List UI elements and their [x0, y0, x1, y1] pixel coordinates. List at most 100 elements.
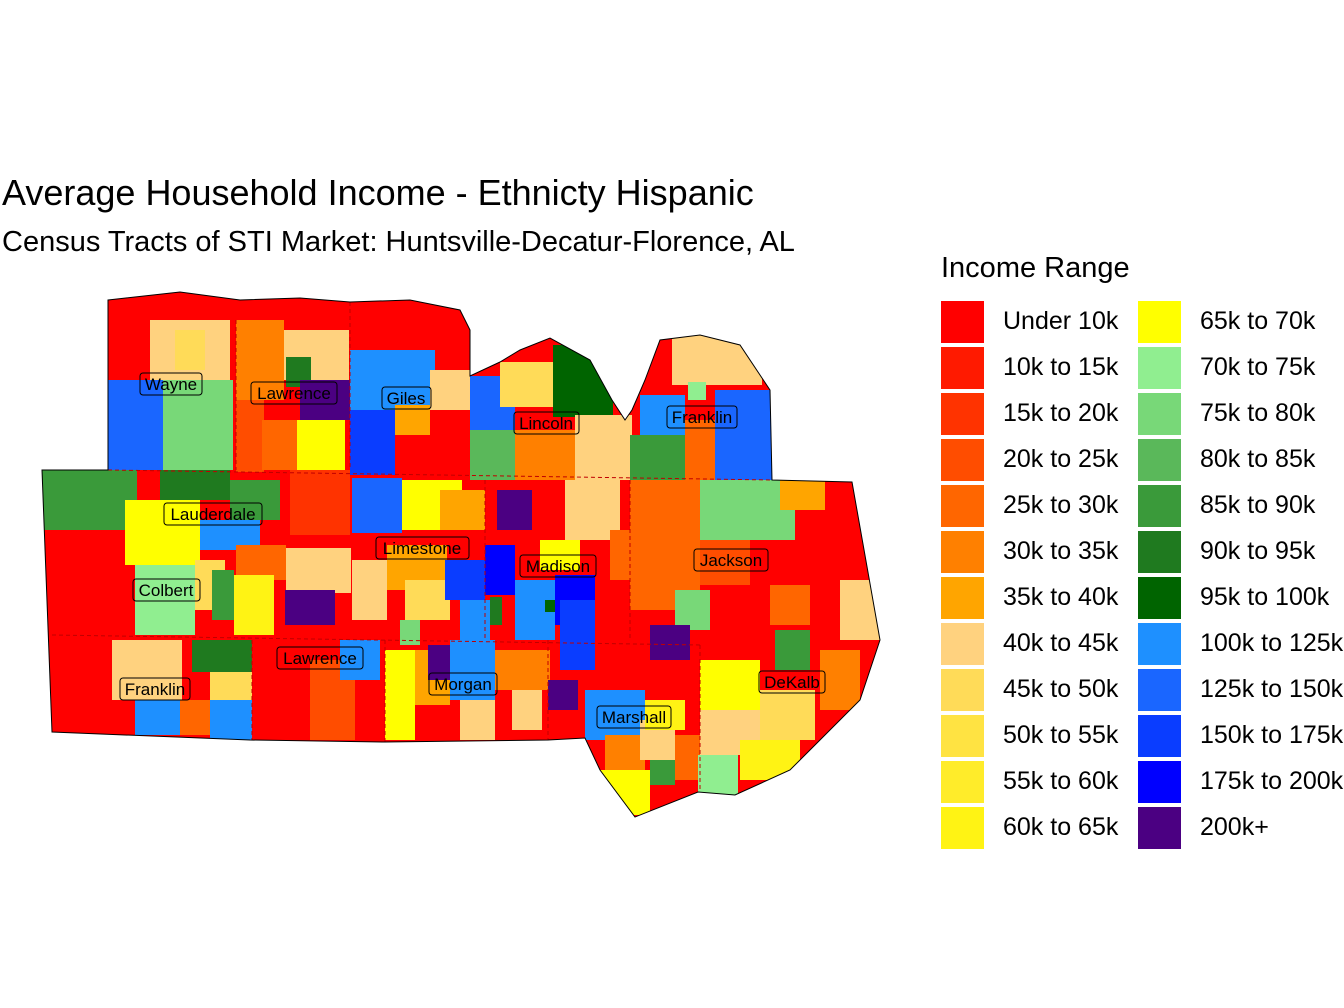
legend-swatch — [1138, 439, 1181, 481]
county-label-lauderdale: Lauderdale — [163, 502, 263, 526]
legend-swatch — [1138, 807, 1181, 849]
legend-item: 30k to 35k — [941, 530, 1141, 576]
legend-label: 60k to 65k — [1003, 813, 1119, 841]
legend-label: 150k to 175k — [1200, 721, 1344, 749]
svg-text:Limestone: Limestone — [383, 539, 461, 558]
legend-item: 40k to 45k — [941, 622, 1141, 668]
legend-item: 70k to 75k — [1138, 346, 1338, 392]
legend-item: 50k to 55k — [941, 714, 1141, 760]
legend-swatch — [1138, 577, 1181, 619]
legend-item: 55k to 60k — [941, 760, 1141, 806]
region-outline — [41, 291, 881, 818]
legend-swatch — [941, 347, 984, 389]
svg-text:Lawrence: Lawrence — [257, 384, 331, 403]
legend-label: 15k to 20k — [1003, 399, 1119, 427]
county-label-morgan: Morgan — [428, 672, 498, 696]
county-label-lawrence-tn: Lawrence — [250, 381, 338, 405]
legend-swatch — [941, 577, 984, 619]
legend-swatch — [1138, 485, 1181, 527]
svg-text:Lawrence: Lawrence — [283, 649, 357, 668]
legend-label: 175k to 200k — [1200, 767, 1344, 795]
legend-label: 65k to 70k — [1200, 307, 1316, 335]
legend-swatch — [941, 807, 984, 849]
legend-title: Income Range — [941, 252, 1130, 284]
legend-swatch — [1138, 393, 1181, 435]
legend-label: 25k to 30k — [1003, 491, 1119, 519]
svg-text:Madison: Madison — [526, 557, 590, 576]
svg-text:Wayne: Wayne — [145, 375, 197, 394]
legend-label: 95k to 100k — [1200, 583, 1330, 611]
legend-item: 80k to 85k — [1138, 438, 1338, 484]
county-label-jackson: Jackson — [693, 548, 769, 572]
legend-item: 85k to 90k — [1138, 484, 1338, 530]
legend-label: 50k to 55k — [1003, 721, 1119, 749]
legend-swatch — [941, 715, 984, 757]
legend-label: 100k to 125k — [1200, 629, 1344, 657]
legend-item: 90k to 95k — [1138, 530, 1338, 576]
legend-label: 45k to 50k — [1003, 675, 1119, 703]
legend-item: 60k to 65k — [941, 806, 1141, 852]
svg-text:Lincoln: Lincoln — [519, 414, 573, 433]
legend-swatch — [941, 439, 984, 481]
county-boundaries — [51, 302, 773, 792]
legend-swatch — [1138, 669, 1181, 711]
svg-text:Lauderdale: Lauderdale — [170, 505, 255, 524]
county-label-lawrence-al: Lawrence — [276, 646, 364, 670]
legend-item: 200k+ — [1138, 806, 1338, 852]
county-label-colbert: Colbert — [132, 578, 201, 602]
legend-label: 90k to 95k — [1200, 537, 1316, 565]
county-label-wayne: Wayne — [139, 372, 203, 396]
legend-label: 80k to 85k — [1200, 445, 1316, 473]
legend-swatch — [941, 531, 984, 573]
legend-item: 100k to 125k — [1138, 622, 1343, 668]
svg-text:Giles: Giles — [387, 389, 426, 408]
county-label-madison: Madison — [519, 554, 597, 578]
svg-text:Marshall: Marshall — [602, 708, 666, 727]
legend-label: 35k to 40k — [1003, 583, 1119, 611]
county-label-limestone: Limestone — [375, 536, 470, 560]
county-label-marshall: Marshall — [596, 705, 672, 729]
legend-swatch — [1138, 715, 1181, 757]
legend-item: 45k to 50k — [941, 668, 1141, 714]
legend-swatch — [1138, 301, 1181, 343]
legend-label: 10k to 15k — [1003, 353, 1119, 381]
legend-item: 25k to 30k — [941, 484, 1141, 530]
legend-swatch — [941, 485, 984, 527]
legend-swatch — [1138, 347, 1181, 389]
legend-item: 10k to 15k — [941, 346, 1141, 392]
legend-swatch — [1138, 761, 1181, 803]
county-label-dekalb: DeKalb — [758, 670, 826, 694]
legend-item: 125k to 150k — [1138, 668, 1343, 714]
legend-item: 150k to 175k — [1138, 714, 1343, 760]
legend-item: 65k to 70k — [1138, 300, 1338, 346]
legend-swatch — [941, 393, 984, 435]
svg-text:Colbert: Colbert — [139, 581, 194, 600]
legend-label: 200k+ — [1200, 813, 1269, 841]
county-label-franklin-al: Franklin — [119, 677, 191, 701]
legend-item: 175k to 200k — [1138, 760, 1343, 806]
legend-swatch — [1138, 531, 1181, 573]
legend-item: 95k to 100k — [1138, 576, 1338, 622]
legend-label: 20k to 25k — [1003, 445, 1119, 473]
legend-label: 55k to 60k — [1003, 767, 1119, 795]
legend-swatch — [1138, 623, 1181, 665]
county-label-giles: Giles — [381, 386, 432, 410]
legend-label: 70k to 75k — [1200, 353, 1316, 381]
county-labels: Wayne Lawrence Giles Lincoln Franklin La… — [119, 372, 826, 729]
svg-text:Franklin: Franklin — [125, 680, 185, 699]
chart-subtitle: Census Tracts of STI Market: Huntsville-… — [2, 226, 795, 258]
legend-item: 35k to 40k — [941, 576, 1141, 622]
svg-text:DeKalb: DeKalb — [764, 673, 820, 692]
legend-item: 15k to 20k — [941, 392, 1141, 438]
legend-item: 20k to 25k — [941, 438, 1141, 484]
svg-text:Franklin: Franklin — [672, 408, 732, 427]
county-label-lincoln: Lincoln — [513, 411, 580, 435]
census-tract-map: Wayne Lawrence Giles Lincoln Franklin La… — [41, 291, 881, 818]
legend: Under 10k 10k to 15k 15k to 20k 20k to 25k 2… — [941, 300, 1344, 852]
county-label-franklin-tn: Franklin — [666, 405, 738, 429]
legend-item: Under 10k — [941, 300, 1141, 346]
legend-item: 75k to 80k — [1138, 392, 1338, 438]
chart-title: Average Household Income - Ethnicty Hisp… — [2, 172, 754, 213]
legend-label: 75k to 80k — [1200, 399, 1316, 427]
legend-label: 85k to 90k — [1200, 491, 1316, 519]
